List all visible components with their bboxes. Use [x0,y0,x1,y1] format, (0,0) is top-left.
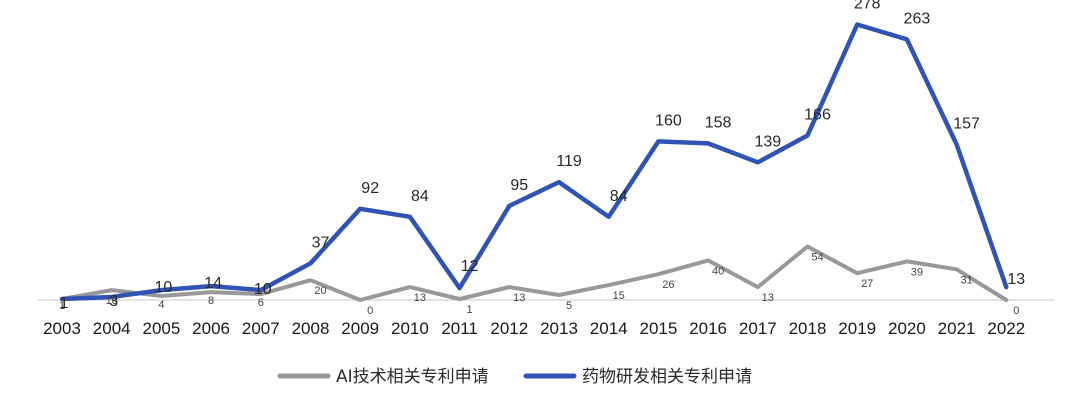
x-tick-label: 2005 [142,319,180,338]
ai-tech-data-label: 20 [314,285,326,297]
x-tick-label: 2014 [590,319,628,338]
x-tick-label: 2015 [639,319,677,338]
ai-tech-series-line [60,244,1009,302]
x-tick-label: 2006 [192,319,230,338]
drug-rd-data-label: 263 [904,10,931,27]
drug-rd-data-label: 14 [204,275,222,292]
ai-tech-data-label: 31 [960,274,972,286]
ai-tech-data-label: 27 [861,278,873,290]
drug-rd-series-line [59,22,1009,302]
drug-rd-data-label: 119 [556,153,582,170]
drug-rd-data-label: 158 [705,114,732,131]
ai-tech-data-label: 0 [1013,305,1019,317]
ai-tech-data-label: 13 [513,292,525,304]
ai-tech-data-label: 4 [158,299,164,311]
x-tick-label: 2013 [540,319,578,338]
x-tick-label: 2022 [987,319,1025,338]
ai-tech-data-label: 39 [911,266,923,278]
x-tick-label: 2016 [689,319,727,338]
ai-tech-data-label: 8 [208,295,214,307]
x-tick-label: 2008 [292,319,330,338]
x-tick-label: 2012 [490,319,528,338]
ai-tech-data-label: 6 [258,297,264,309]
ai-tech-data-label: 15 [613,290,625,302]
x-tick-label: 2019 [838,319,876,338]
drug-rd-data-label: 13 [1007,271,1025,288]
x-tick-label: 2010 [391,319,429,338]
drug-rd-data-label: 84 [411,188,429,205]
drug-rd-data-label: 10 [254,281,272,298]
drug-rd-data-label: 84 [610,188,628,205]
x-tick-label: 2004 [93,319,131,338]
ai-tech-data-label: 13 [762,292,774,304]
x-tick-label: 2018 [789,319,827,338]
drug-rd-data-label: 278 [854,0,881,13]
ai-tech-data-label: 1 [467,304,473,316]
x-tick-labels: 2003 2004 2005 2006 2007 2008 2009 2010 2011 2012… [43,319,1025,338]
x-tick-label: 2020 [888,319,926,338]
x-tick-label: 2021 [938,319,976,338]
ai-tech-data-label: 13 [414,292,426,304]
x-tick-label: 2009 [341,319,379,338]
drug-rd-data-label: 157 [953,115,980,132]
drug-rd-data-label: 10 [155,279,173,296]
ai-tech-data-label: 26 [662,279,674,291]
ai-tech-data-label: 0 [367,305,373,317]
drug-rd-data-label: 37 [312,234,330,251]
drug-rd-data-label: 160 [655,112,682,129]
ai-tech-data-label: 10 [106,295,118,307]
drug-rd-data-label: 95 [510,177,528,194]
x-tick-label: 2017 [739,319,777,338]
drug-rd-data-label: 1 [60,295,69,312]
x-tick-label: 2011 [441,319,478,338]
x-tick-label: 2003 [43,319,81,338]
ai-tech-data-label: 54 [811,251,823,263]
drug-rd-data-label: 166 [804,106,831,123]
x-tick-label: 2007 [242,319,280,338]
legend-drug-rd-label: 药物研发相关专利申请 [582,367,752,387]
ai-tech-data-label: 5 [566,300,572,312]
ai-tech-data-label: 40 [712,265,724,277]
legend: AI技术相关专利申请 药物研发相关专利申请 [277,367,752,387]
drug-rd-data-label: 92 [361,180,379,197]
data-labels: 1 10 4 8 6 20 0 13 1 13 5 15 26 40 13 54 27 39 31 0 1 3 10 14 10… [59,0,1025,317]
drug-rd-data-label: 12 [461,258,479,275]
drug-rd-data-label: 3 [109,293,118,310]
ai-tech-data-label: 1 [59,300,65,312]
drug-rd-data-label: 139 [754,133,781,150]
series-layer [59,22,1009,302]
legend-ai-tech-label: AI技术相关专利申请 [336,367,489,387]
